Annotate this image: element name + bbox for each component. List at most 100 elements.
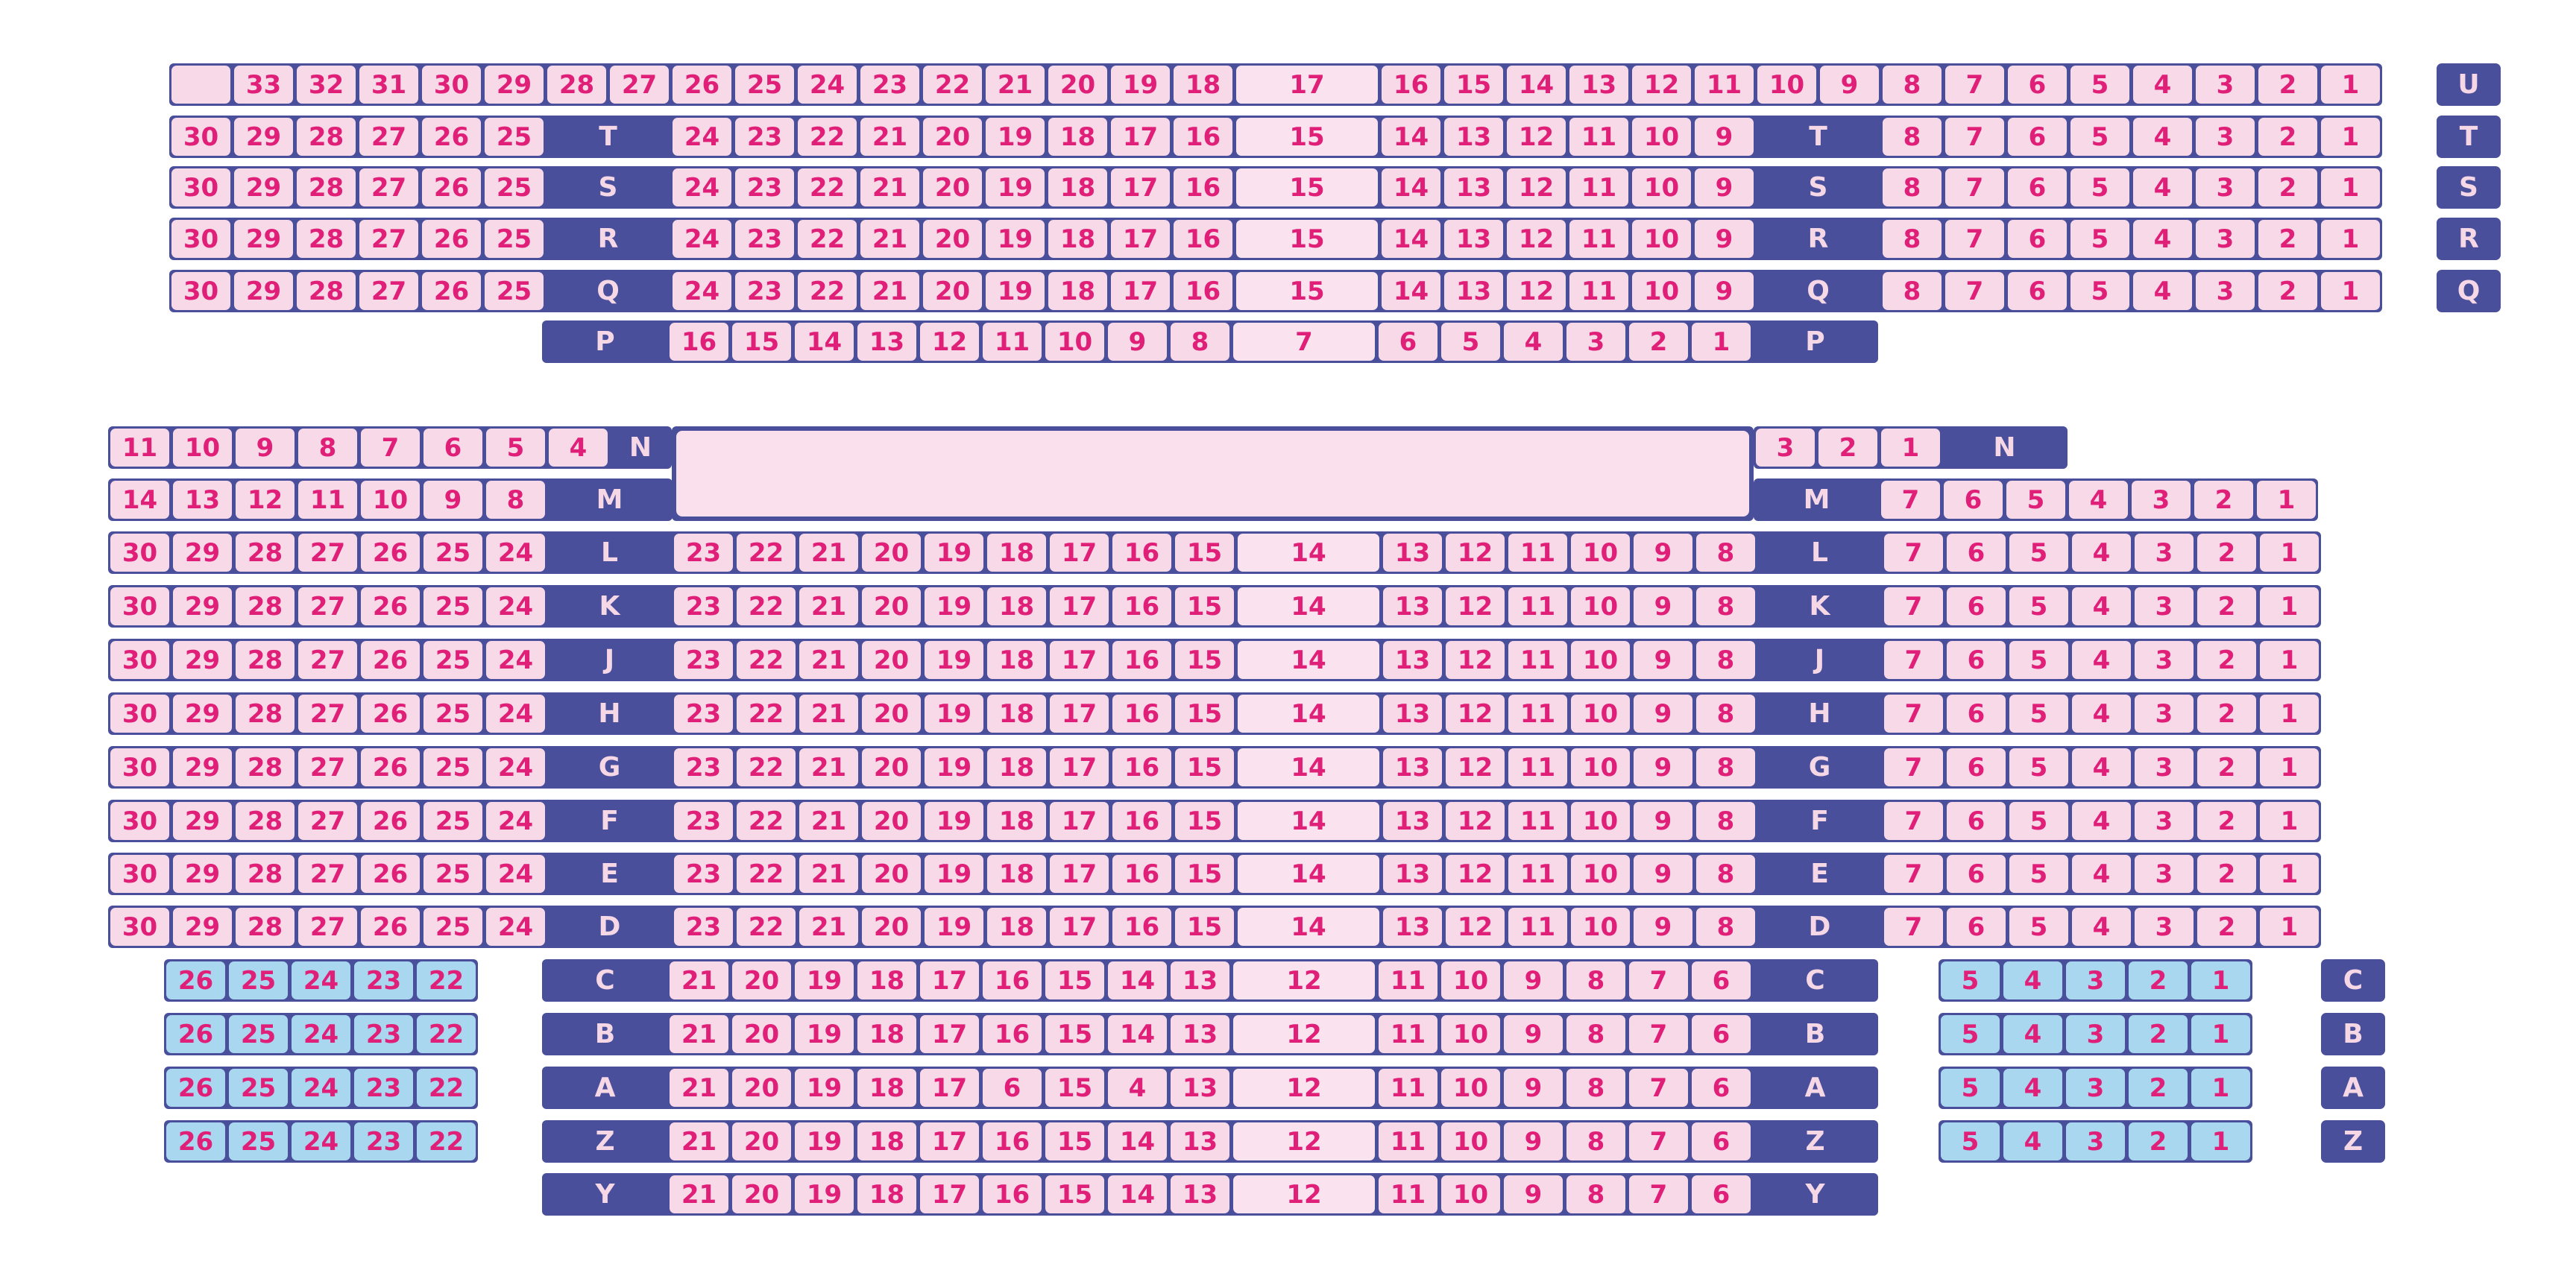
seat-Z-9[interactable]: 9: [1504, 1122, 1563, 1160]
seat-P-6[interactable]: 6: [1379, 323, 1437, 361]
seat-B-3[interactable]: 3: [2066, 1015, 2125, 1053]
seat-G-19[interactable]: 19: [925, 748, 983, 786]
seat-L-23[interactable]: 23: [674, 534, 733, 572]
seat-L-28[interactable]: 28: [236, 534, 295, 572]
seat-F-3[interactable]: 3: [2135, 802, 2194, 840]
seat-K-18[interactable]: 18: [987, 587, 1046, 625]
seat-K-9[interactable]: 9: [1634, 587, 1692, 625]
seat-K-29[interactable]: 29: [173, 587, 232, 625]
seat-J-30[interactable]: 30: [110, 641, 169, 679]
seat-Q-30[interactable]: 30: [171, 272, 230, 310]
seat-R-8[interactable]: 8: [1883, 220, 1942, 258]
seat-R-4[interactable]: 4: [2133, 220, 2192, 258]
seat-T-17[interactable]: 17: [1111, 118, 1170, 156]
seat-A-11[interactable]: 11: [1379, 1069, 1437, 1107]
seat-M-7[interactable]: 7: [1881, 481, 1940, 519]
seat-S-13[interactable]: 13: [1444, 168, 1503, 206]
seat-T-5[interactable]: 5: [2070, 118, 2129, 156]
seat-H-20[interactable]: 20: [862, 695, 921, 733]
seat-J-28[interactable]: 28: [236, 641, 295, 679]
seat-P-10[interactable]: 10: [1045, 323, 1104, 361]
seat-R-21[interactable]: 21: [860, 220, 919, 258]
seat-N-6[interactable]: 6: [423, 429, 482, 467]
seat-J-7[interactable]: 7: [1884, 641, 1943, 679]
seat-E-2[interactable]: 2: [2197, 855, 2256, 893]
seat-E-29[interactable]: 29: [173, 855, 232, 893]
seat-R-14[interactable]: 14: [1382, 220, 1440, 258]
seat-N-3[interactable]: 3: [1756, 429, 1815, 467]
seat-N-5[interactable]: 5: [486, 429, 545, 467]
seat-B-24[interactable]: 24: [292, 1015, 350, 1053]
seat-B-5[interactable]: 5: [1941, 1015, 2000, 1053]
seat-C-4[interactable]: 4: [2003, 961, 2062, 999]
seat-G-6[interactable]: 6: [1947, 748, 2006, 786]
seat-J-11[interactable]: 11: [1508, 641, 1567, 679]
seat-R-9[interactable]: 9: [1695, 220, 1754, 258]
seat-J-23[interactable]: 23: [674, 641, 733, 679]
seat-A-17[interactable]: 17: [920, 1069, 979, 1107]
seat-T-6[interactable]: 6: [2008, 118, 2067, 156]
seat-Q-11[interactable]: 11: [1569, 272, 1628, 310]
seat-S-20[interactable]: 20: [923, 168, 982, 206]
seat-D-8[interactable]: 8: [1696, 908, 1755, 946]
seat-H-13[interactable]: 13: [1383, 695, 1442, 733]
seat-P-7[interactable]: 7: [1233, 323, 1375, 361]
seat-Q-20[interactable]: 20: [923, 272, 982, 310]
seat-Z-26[interactable]: 26: [166, 1122, 225, 1160]
seat-B-19[interactable]: 19: [795, 1015, 854, 1053]
seat-Y-20[interactable]: 20: [732, 1175, 791, 1213]
seat-A-7[interactable]: 7: [1629, 1069, 1688, 1107]
seat-Y-19[interactable]: 19: [795, 1175, 854, 1213]
seat-U-6[interactable]: 6: [2008, 66, 2067, 104]
seat-C-18[interactable]: 18: [857, 961, 916, 999]
seat-R-19[interactable]: 19: [986, 220, 1045, 258]
seat-T-9[interactable]: 9: [1695, 118, 1754, 156]
seat-S-15[interactable]: 15: [1236, 168, 1378, 206]
seat-E-15[interactable]: 15: [1175, 855, 1234, 893]
seat-D-22[interactable]: 22: [737, 908, 796, 946]
seat-R-27[interactable]: 27: [359, 220, 418, 258]
seat-T-16[interactable]: 16: [1174, 118, 1232, 156]
seat-K-23[interactable]: 23: [674, 587, 733, 625]
seat-A-4[interactable]: 4: [2003, 1069, 2062, 1107]
seat-D-7[interactable]: 7: [1884, 908, 1943, 946]
seat-G-16[interactable]: 16: [1112, 748, 1171, 786]
seat-K-7[interactable]: 7: [1884, 587, 1943, 625]
seat-K-19[interactable]: 19: [925, 587, 983, 625]
seat-D-10[interactable]: 10: [1571, 908, 1630, 946]
seat-J-3[interactable]: 3: [2135, 641, 2194, 679]
seat-E-12[interactable]: 12: [1446, 855, 1505, 893]
seat-G-12[interactable]: 12: [1446, 748, 1505, 786]
seat-D-20[interactable]: 20: [862, 908, 921, 946]
seat-U-3[interactable]: 3: [2196, 66, 2255, 104]
seat-R-7[interactable]: 7: [1945, 220, 2004, 258]
seat-Y-7[interactable]: 7: [1629, 1175, 1688, 1213]
seat-G-13[interactable]: 13: [1383, 748, 1442, 786]
seat-B-17[interactable]: 17: [920, 1015, 979, 1053]
seat-S-6[interactable]: 6: [2008, 168, 2067, 206]
seat-M-13[interactable]: 13: [173, 481, 232, 519]
seat-G-14[interactable]: 14: [1238, 748, 1379, 786]
seat-D-25[interactable]: 25: [423, 908, 482, 946]
seat-B-8[interactable]: 8: [1566, 1015, 1625, 1053]
seat-U-14[interactable]: 14: [1507, 66, 1566, 104]
seat-K-30[interactable]: 30: [110, 587, 169, 625]
seat-M-4[interactable]: 4: [2069, 481, 2128, 519]
seat-B-7[interactable]: 7: [1629, 1015, 1688, 1053]
seat-S-28[interactable]: 28: [297, 168, 356, 206]
seat-D-24[interactable]: 24: [486, 908, 545, 946]
seat-H-19[interactable]: 19: [925, 695, 983, 733]
seat-H-27[interactable]: 27: [298, 695, 357, 733]
seat-L-25[interactable]: 25: [423, 534, 482, 572]
seat-C-8[interactable]: 8: [1566, 961, 1625, 999]
seat-B-9[interactable]: 9: [1504, 1015, 1563, 1053]
seat-U-11[interactable]: 11: [1695, 66, 1754, 104]
seat-J-10[interactable]: 10: [1571, 641, 1630, 679]
seat-E-20[interactable]: 20: [862, 855, 921, 893]
seat-R-1[interactable]: 1: [2321, 220, 2380, 258]
seat-Q-21[interactable]: 21: [860, 272, 919, 310]
seat-S-23[interactable]: 23: [735, 168, 794, 206]
seat-S-25[interactable]: 25: [485, 168, 544, 206]
seat-E-24[interactable]: 24: [486, 855, 545, 893]
seat-Q-4[interactable]: 4: [2133, 272, 2192, 310]
